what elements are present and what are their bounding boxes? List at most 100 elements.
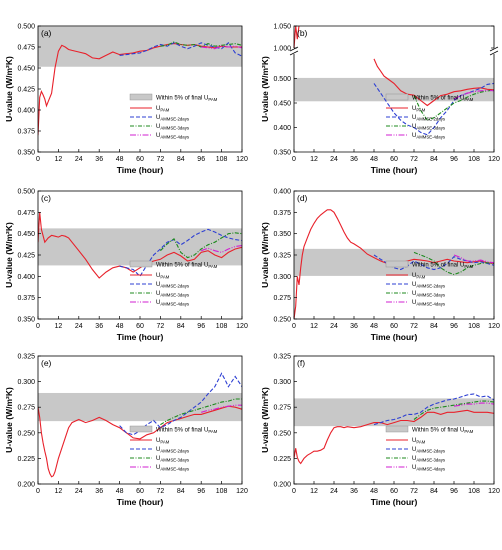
series-3days-line <box>160 398 242 426</box>
panel-label: (a) <box>41 28 52 38</box>
y-tick-label: 1.000 <box>273 46 291 53</box>
panel-label: (b) <box>297 28 308 38</box>
x-tick-label: 48 <box>116 156 124 163</box>
panel-label: (f) <box>297 358 305 368</box>
x-tick-label: 84 <box>177 323 185 330</box>
y-tick-label: 0.250 <box>17 430 35 437</box>
legend-label-4days: UAMMSE-4days <box>156 465 189 472</box>
legend-label-PAM: UPAM <box>156 438 170 445</box>
x-tick-label: 84 <box>177 156 185 163</box>
series-3days-line <box>413 251 494 276</box>
x-tick-label: 36 <box>350 323 358 330</box>
x-tick-label: 48 <box>370 488 378 495</box>
legend-band-swatch <box>129 93 153 101</box>
x-tick-label: 72 <box>410 156 418 163</box>
y-tick-label: 0.500 <box>273 76 291 83</box>
y-tick-label: 0.475 <box>17 45 35 52</box>
legend-band-swatch <box>129 425 153 433</box>
panel-a: 0 12 24 36 48 60 72 84 96 108 120 0.350 0.375 0.400 0.… <box>4 24 248 176</box>
x-tick-label: 36 <box>95 488 103 495</box>
series-PAM-line <box>294 209 494 319</box>
x-tick-label: 60 <box>390 488 398 495</box>
y-tick-label: 0.400 <box>273 189 291 196</box>
y-tick-label: 0.275 <box>273 295 291 302</box>
series-4days-line <box>453 89 494 100</box>
x-tick-label: 96 <box>450 488 458 495</box>
panel-d: 0 12 24 36 48 60 72 84 96 108 120 0.250 0.275 0.300 0.… <box>260 189 500 343</box>
y-tick-label: 0.425 <box>17 253 35 260</box>
legend-label-3days: UAMMSE-3days <box>156 124 189 131</box>
y-tick-label: 0.375 <box>273 210 291 217</box>
legend-band-label: Within 5% of final UPAM <box>156 428 218 435</box>
x-tick-label: 24 <box>330 156 338 163</box>
y-tick-label: 0.425 <box>17 87 35 94</box>
x-tick-label: 0 <box>36 323 40 330</box>
x-tick-label: 12 <box>55 156 63 163</box>
series-4days-line <box>201 45 242 50</box>
y-tick-label: 0.400 <box>17 274 35 281</box>
legend-label-2days: UAMMSE-2days <box>156 115 189 122</box>
panel-label: (c) <box>41 193 51 203</box>
x-tick-label: 48 <box>370 323 378 330</box>
x-tick-label: 48 <box>370 156 378 163</box>
series-PAM-line <box>38 405 242 478</box>
y-axis-label: U-value (W/m²K) <box>260 222 270 288</box>
legend-label-PAM: UPAM <box>156 273 170 280</box>
series-2days-line <box>119 41 242 57</box>
panel-c: 0 12 24 36 48 60 72 84 96 108 120 0.350 0.375 0.400 0.… <box>4 189 248 343</box>
series-2days-line <box>373 393 494 426</box>
x-tick-label: 108 <box>216 156 228 163</box>
panel-label: (e) <box>41 358 52 368</box>
series-4days-line <box>453 402 494 407</box>
x-tick-label: 12 <box>310 323 318 330</box>
y-tick-label: 0.325 <box>273 253 291 260</box>
x-tick-label: 24 <box>75 488 83 495</box>
axis-break-mark <box>489 46 499 52</box>
legend-label-4days: UAMMSE-4days <box>412 300 445 307</box>
legend-label-4days: UAMMSE-4days <box>156 300 189 307</box>
legend-band-label: Within 5% of final UPAM <box>156 263 218 270</box>
legend: Within 5% of final UPAM UPAM UAMMSE-2days U… <box>129 93 218 140</box>
legend-band-label: Within 5% of final UPAM <box>412 263 474 270</box>
axis-break-mark <box>489 50 499 56</box>
y-tick-label: 0.375 <box>17 129 35 136</box>
legend-label-PAM: UPAM <box>412 438 426 445</box>
x-tick-label: 60 <box>390 323 398 330</box>
legend-band-label: Within 5% of final UPAM <box>156 96 218 103</box>
x-tick-label: 120 <box>236 488 248 495</box>
legend-band-swatch <box>385 260 409 268</box>
axis-break-mark <box>289 50 299 56</box>
x-axis-label: Time (hour) <box>117 332 164 342</box>
tolerance-band <box>38 228 242 266</box>
x-tick-label: 96 <box>197 488 205 495</box>
x-tick-label: 120 <box>488 156 500 163</box>
y-tick-label: 0.250 <box>273 430 291 437</box>
x-tick-label: 72 <box>157 323 165 330</box>
panel-f: 0 12 24 36 48 60 72 84 96 108 120 0.200 0.225 0.250 0.… <box>260 354 500 508</box>
x-tick-label: 0 <box>36 156 40 163</box>
panel-e: 0 12 24 36 48 60 72 84 96 108 120 0.200 0.225 0.250 0.… <box>4 354 248 508</box>
legend-label-4days: UAMMSE-4days <box>412 465 445 472</box>
series-3days-line <box>413 89 494 121</box>
x-tick-label: 120 <box>488 323 500 330</box>
legend-label-2days: UAMMSE-2days <box>156 447 189 454</box>
y-tick-label: 0.500 <box>17 24 35 31</box>
x-tick-label: 12 <box>310 488 318 495</box>
legend-label-2days: UAMMSE-2days <box>412 115 445 122</box>
series-PAM-line <box>373 58 494 107</box>
y-tick-label: 0.225 <box>273 456 291 463</box>
y-tick-label: 0.475 <box>17 210 35 217</box>
legend-label-PAM: UPAM <box>412 106 426 113</box>
y-tick-label: 0.200 <box>17 482 35 489</box>
y-tick-label: 0.300 <box>273 274 291 281</box>
x-tick-label: 108 <box>468 323 480 330</box>
y-tick-label: 0.350 <box>273 231 291 238</box>
legend: Within 5% of final UPAM UPAM UAMMSE-2days U… <box>129 260 218 307</box>
x-tick-label: 36 <box>350 156 358 163</box>
y-axis-label: U-value (W/m²K) <box>4 222 14 288</box>
y-tick-label: 0.450 <box>17 231 35 238</box>
series-PAM-line <box>294 409 494 465</box>
x-tick-label: 120 <box>236 156 248 163</box>
legend-label-3days: UAMMSE-3days <box>412 456 445 463</box>
x-axis-label: Time (hour) <box>117 165 164 175</box>
